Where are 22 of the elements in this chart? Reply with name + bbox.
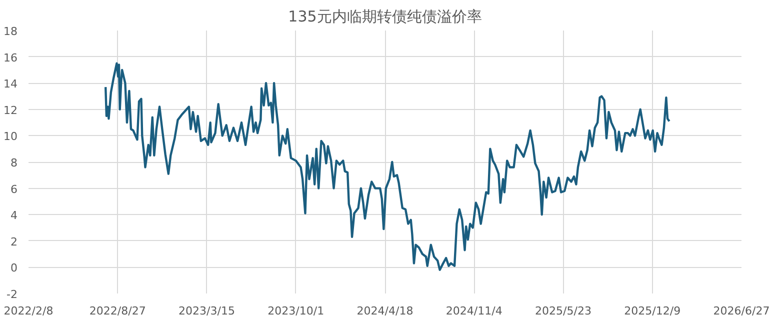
x-tick-label: 2024/11/4: [446, 304, 502, 318]
y-tick-label: 14: [4, 78, 18, 91]
x-tick-label: 2022/8/27: [89, 304, 146, 318]
y-tick-label: 18: [4, 25, 18, 38]
y-tick-label: 8: [10, 156, 18, 170]
chart-title: 135元内临期转债纯债溢价率: [288, 8, 482, 26]
x-tick-label: 2026/6/27: [713, 304, 770, 318]
x-tick-label: 2023/10/1: [268, 304, 324, 318]
y-tick-label: 4: [10, 209, 18, 222]
line-series: [104, 62, 670, 271]
x-tick-label: 2024/4/18: [356, 304, 414, 318]
x-tick-label: 2023/3/15: [178, 304, 235, 318]
y-tick-label: 16: [4, 51, 18, 64]
y-tick-label: 12: [4, 104, 18, 117]
x-tick-label: 2022/2/8: [4, 304, 54, 318]
y-tick-label: 0: [10, 262, 18, 275]
y-tick-label: -2: [6, 288, 18, 301]
y-tick-label: 2: [10, 235, 18, 248]
x-tick-label: 2025/12/9: [624, 304, 681, 318]
y-tick-label: 6: [10, 182, 18, 196]
x-tick-label: 2025/5/23: [535, 304, 592, 318]
y-tick-label: 10: [4, 130, 18, 144]
